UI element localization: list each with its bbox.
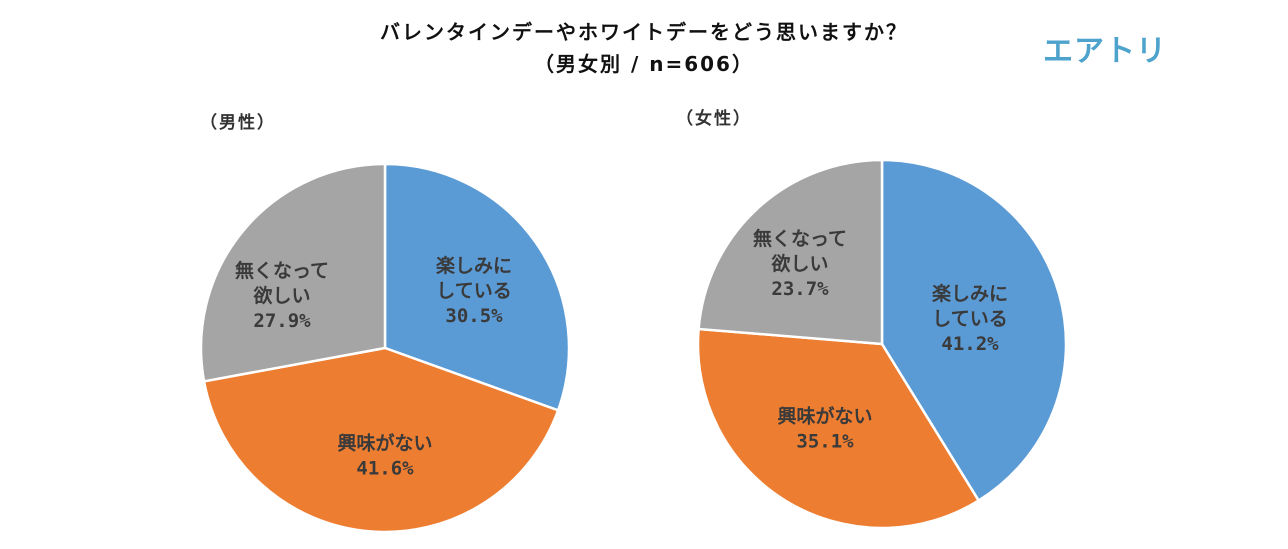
male-slice-0-value-label: 30.5% [445,305,503,327]
male-slice-1-value-label: 41.6% [356,458,414,480]
female-slice-0-category-label: している [932,308,1007,330]
female-slice-2-value-label: 23.7% [771,278,829,300]
female-slice-0-category-label: 楽しみに [932,282,1008,305]
male-slice-0-category-label: 楽しみに [436,254,512,277]
female-slice-1-value-label: 35.1% [796,431,854,453]
female-slice-2-category-label: 無くなって [753,227,847,250]
female-slice-0-value-label: 41.2% [941,333,999,355]
female-slice-2 [699,160,882,344]
male-slice-1-category-label: 興味がない [337,432,432,455]
female-slice-1-category-label: 興味がない [777,405,872,428]
female-slice-2-category-label: 欲しい [770,252,828,275]
male-slice-2-value-label: 27.9% [253,310,311,332]
male-slice-0-category-label: している [436,280,511,302]
male-slice-2-category-label: 欲しい [252,284,310,307]
male-slice-2-category-label: 無くなって [235,259,329,282]
